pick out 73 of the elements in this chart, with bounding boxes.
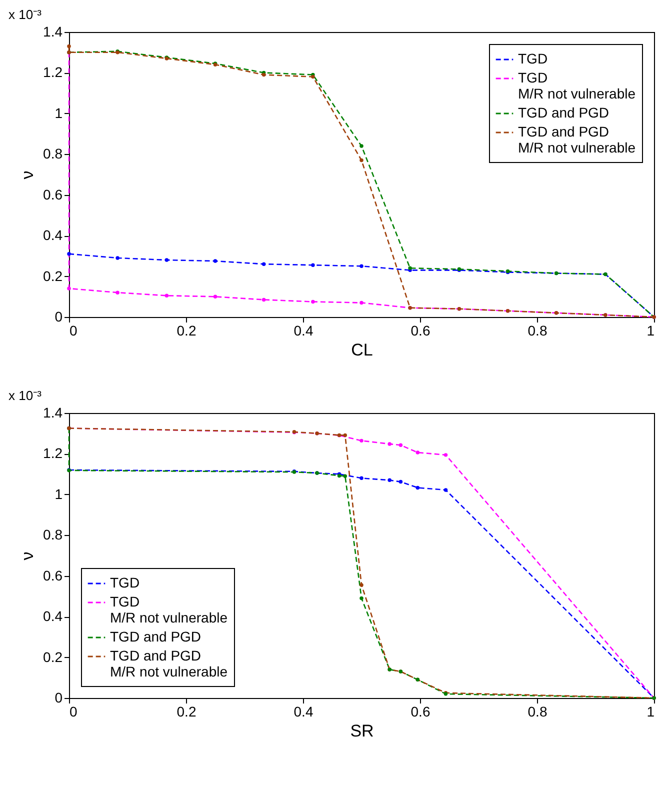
point [398,480,403,484]
point [262,262,266,266]
point [262,298,266,302]
point [444,488,448,492]
x-tick-label: 0 [70,704,78,720]
legend-label: TGD M/R not vulnerable [110,594,228,626]
point [311,300,315,304]
y-tick-label: 0.6 [43,186,63,202]
legend-label: TGD [518,50,548,66]
point [67,44,71,48]
point [416,450,420,454]
point [388,478,392,482]
y-tick-label: 1.4 [43,24,63,40]
x-tick-label: 0.6 [410,704,430,720]
legend-label: TGD and PGD M/R not vulnerable [518,124,636,156]
legend-label: TGD and PGD [110,628,202,644]
point [116,290,120,294]
y-tick-label: 0.4 [43,608,63,624]
point [398,443,403,448]
point [67,286,71,290]
point [360,596,364,600]
point [360,158,364,162]
point [360,300,364,305]
x-tick-label: 0.4 [294,322,314,338]
y-tick-label: 1 [54,104,63,121]
legend-label: TGD [110,574,140,590]
point [416,486,420,490]
point [343,433,347,438]
point [360,264,364,268]
y-tick-label: 0.8 [43,146,63,162]
x-tick-label: 0.4 [294,704,314,720]
y-tick-label: 0 [54,690,63,706]
legend-label: TGD and PGD M/R not vulnerable [110,648,228,680]
y-tick-label: 0 [54,308,63,324]
point [67,252,71,256]
point [388,442,392,446]
point [164,294,169,298]
x-tick-label: 0.2 [176,704,196,720]
legend-label: TGD and PGD [518,104,610,120]
point [116,256,120,260]
point [360,438,364,443]
x-tick-label: 0.2 [176,322,196,338]
point [360,144,364,148]
point [311,263,315,267]
y-tick-label: 1 [54,486,63,502]
y-tick-label: 0.2 [43,648,63,665]
y-tick-label: 0.2 [43,268,63,284]
y-tick-label: 1.2 [43,445,63,462]
y-axis-title: ν [18,170,38,180]
x-axis-title: SR [350,722,374,740]
x-tick-label: 1 [646,322,655,338]
y-axis-title: ν [18,552,38,560]
y-tick-label: 1.2 [43,64,63,80]
legend-label: TGD M/R not vulnerable [518,70,636,102]
x-axis-title: CL [351,340,373,360]
point [213,294,218,299]
y-tick-label: 0.8 [43,526,63,543]
point [343,474,347,478]
x-tick-label: 0.8 [528,322,548,338]
point [213,259,218,263]
text: x 10⁻³ [8,7,42,22]
x-tick-label: 0 [70,322,78,338]
y-tick-label: 0.6 [43,567,63,584]
y-tick-label: 0.4 [43,227,63,244]
text: x 10⁻³ [8,388,42,403]
point [164,258,169,262]
point [360,476,364,480]
point [360,583,364,587]
point [444,453,448,457]
x-tick-label: 1 [646,704,655,720]
x-tick-label: 0.8 [528,704,548,720]
x-tick-label: 0.6 [410,322,430,338]
y-tick-label: 1.4 [43,404,63,420]
